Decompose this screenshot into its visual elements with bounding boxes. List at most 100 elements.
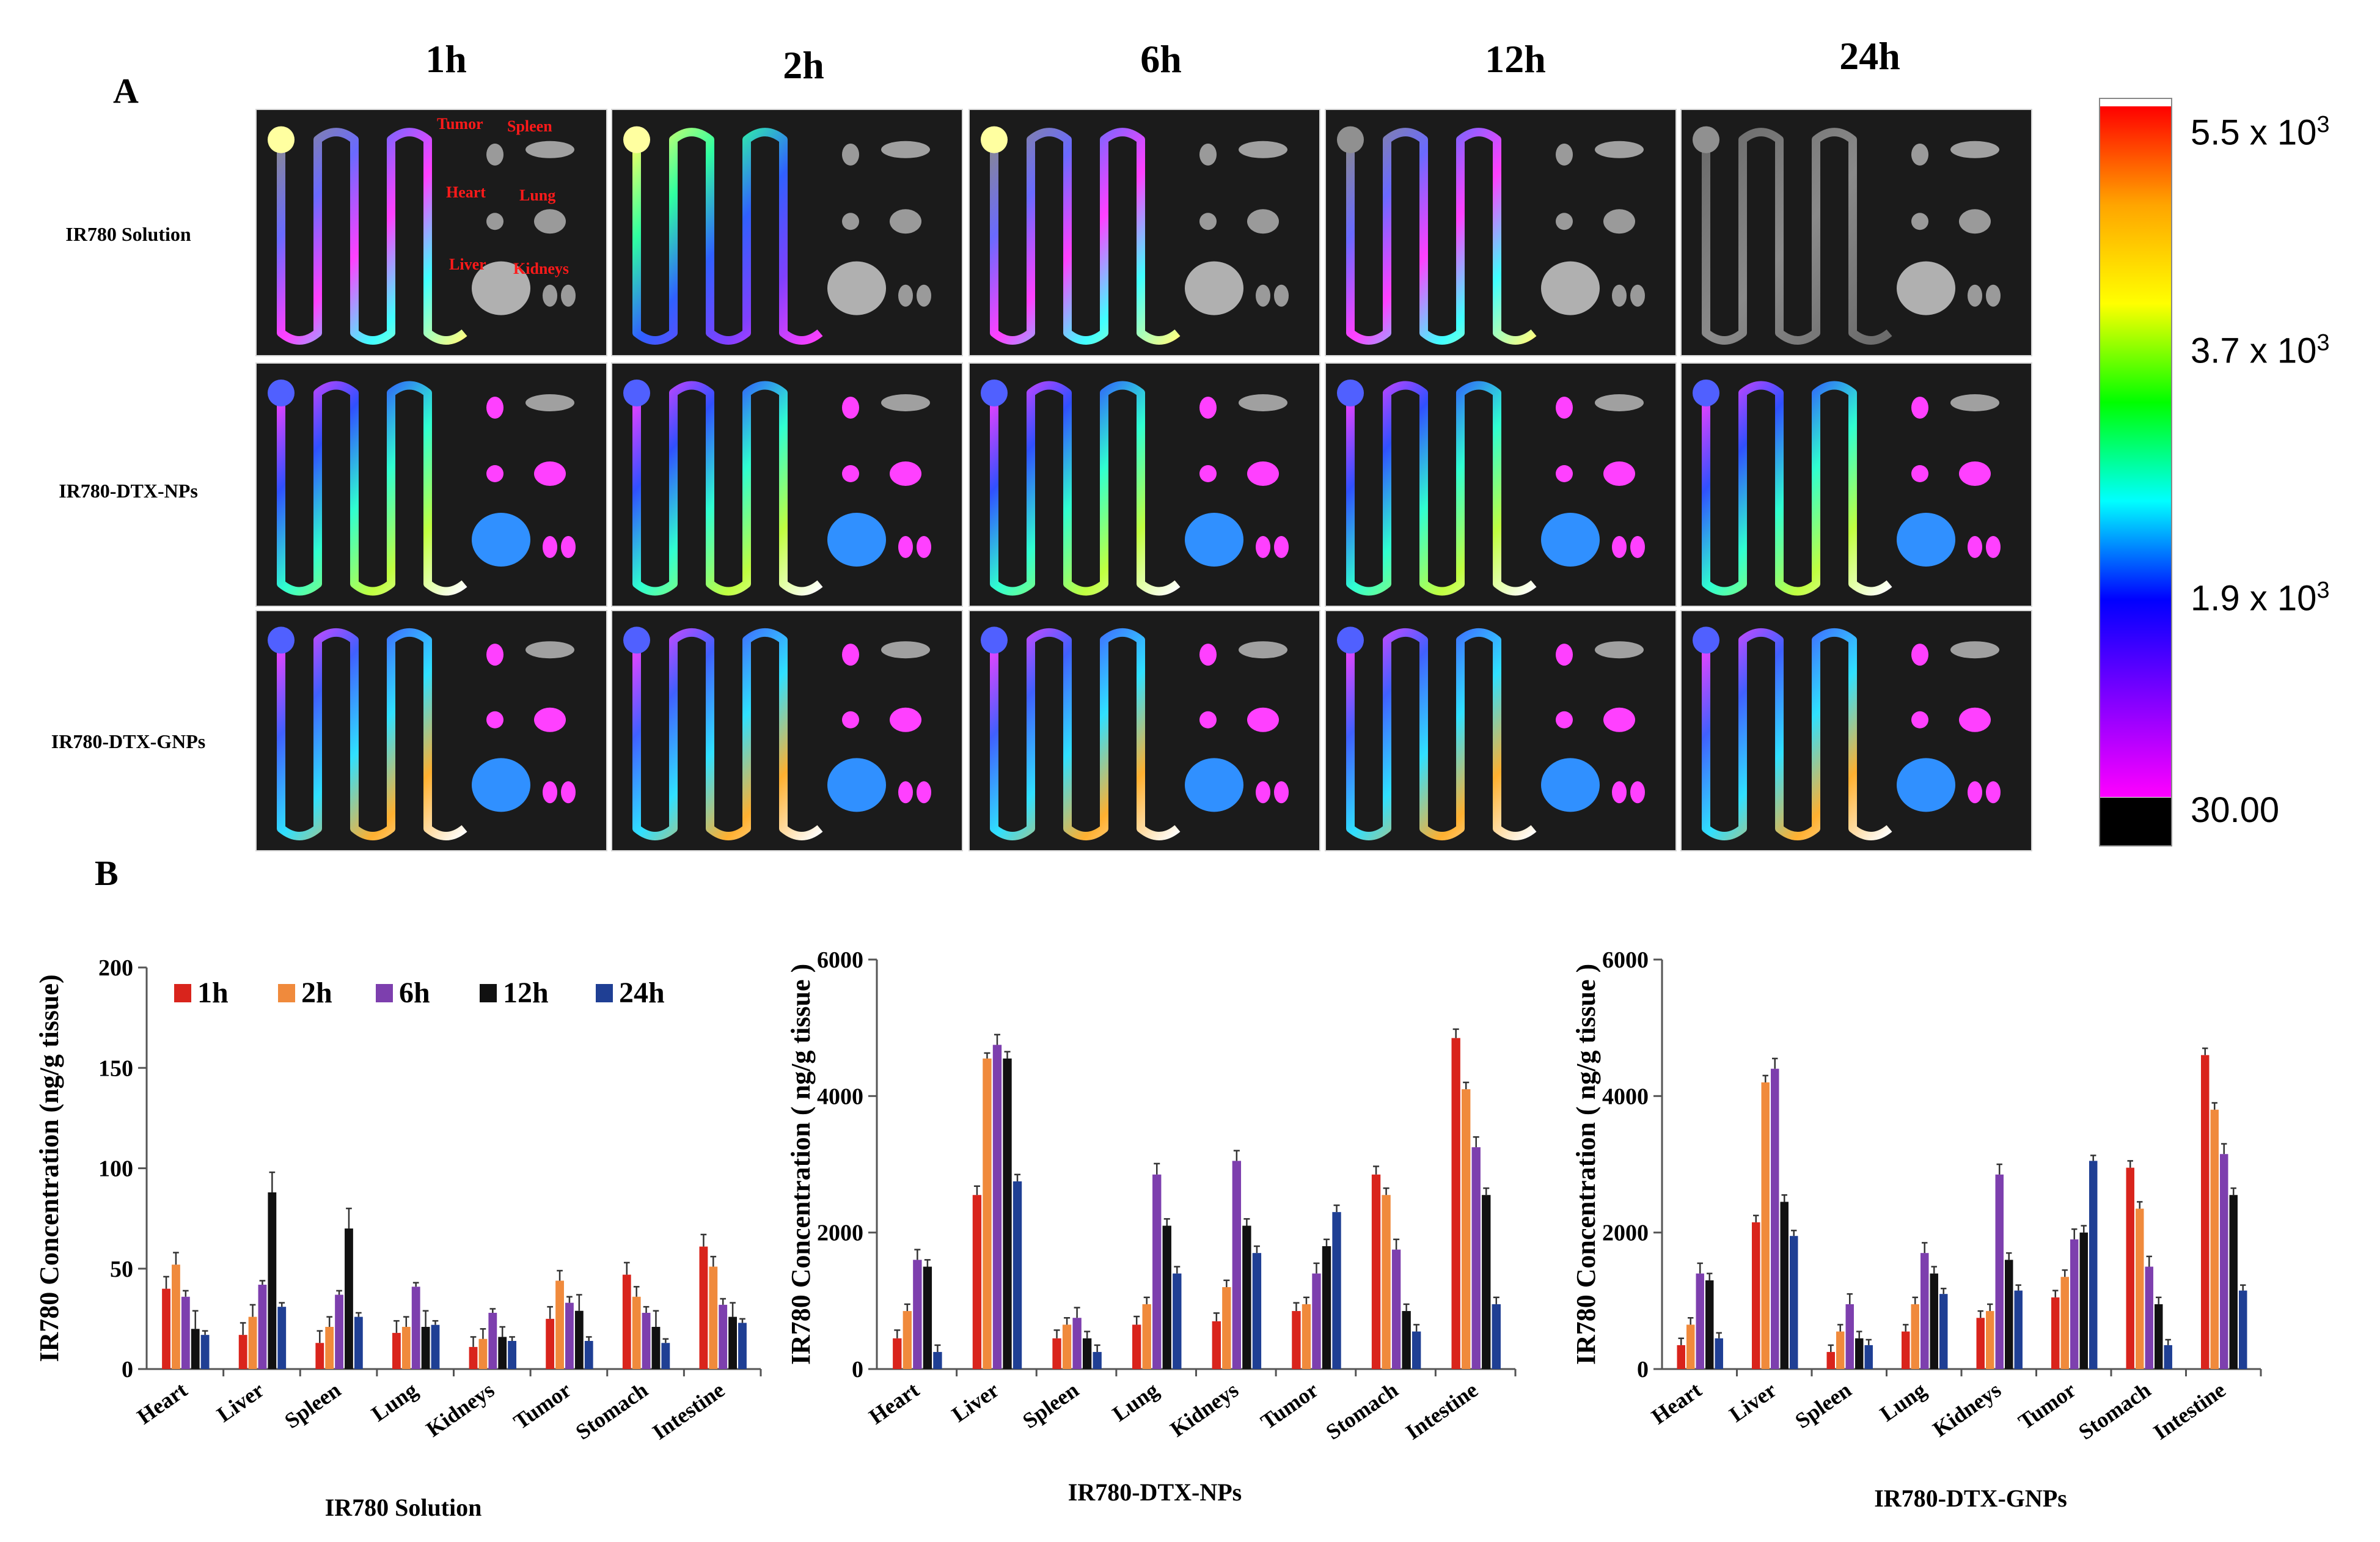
colorbar-label-low: 1.9 x 103 xyxy=(2191,578,2330,619)
chart-title: IR780-DTX-GNPs xyxy=(1874,1485,2067,1512)
organ-signal xyxy=(561,284,576,307)
organ-signal xyxy=(534,461,566,486)
bar-12h-liver xyxy=(268,1192,277,1369)
fluorescence-image-r3-c3 xyxy=(968,610,1320,851)
chart-title: IR780 Solution xyxy=(325,1494,482,1521)
organ-signal xyxy=(842,711,859,729)
bar-6h-liver xyxy=(258,1285,267,1369)
intestine-signal xyxy=(632,628,823,840)
organ-signal xyxy=(1911,397,1928,419)
organ-signal xyxy=(1199,711,1217,729)
bar-12h-heart xyxy=(1705,1280,1714,1369)
organ-signal xyxy=(1556,143,1573,166)
bar-2h-liver xyxy=(248,1316,257,1369)
x-tick-label-liver: Liver xyxy=(947,1378,1003,1427)
time-label-24h: 24h xyxy=(1839,34,1900,78)
organ-signal xyxy=(1239,641,1287,659)
organ-signal xyxy=(525,394,574,411)
bar-1h-liver xyxy=(972,1195,982,1369)
organ-signal xyxy=(486,644,503,666)
organ-signal xyxy=(486,213,503,230)
organ-signal xyxy=(1239,394,1287,411)
bar-24h-heart xyxy=(1715,1338,1723,1369)
legend-swatch-1h xyxy=(174,984,191,1002)
bar-6h-spleen xyxy=(1845,1304,1854,1369)
x-tick-label-stomach: Stomach xyxy=(571,1378,653,1445)
bar-2h-intestine xyxy=(2210,1109,2219,1369)
bar-24h-lung xyxy=(1939,1294,1948,1369)
colorbar-gradient xyxy=(2100,106,2171,797)
bar-24h-tumor xyxy=(1332,1212,1341,1369)
bar-1h-stomach xyxy=(1371,1174,1381,1369)
intestine-signal xyxy=(1702,628,1892,840)
bar-6h-tumor xyxy=(1312,1273,1321,1369)
bar-6h-kidneys xyxy=(488,1313,497,1369)
organ-signal xyxy=(1556,397,1573,419)
organ-label-heart: Heart xyxy=(446,183,486,201)
organ-signal xyxy=(525,141,574,158)
organ-signal xyxy=(1556,213,1573,230)
x-tick-label-spleen: Spleen xyxy=(280,1378,345,1433)
organ-signal xyxy=(917,781,931,804)
panel-a-label: A xyxy=(113,71,139,111)
organ-signal xyxy=(1185,261,1243,315)
legend-swatch-2h xyxy=(278,984,295,1002)
x-tick-label-kidneys: Kidneys xyxy=(1166,1378,1243,1442)
bar-6h-tumor xyxy=(565,1302,574,1369)
organ-signal xyxy=(543,536,557,558)
organ-signal xyxy=(917,284,931,307)
colorbar-frame xyxy=(2099,98,2172,846)
x-tick-label-stomach: Stomach xyxy=(2074,1378,2155,1445)
organ-signal xyxy=(842,143,859,166)
bar-2h-stomach xyxy=(632,1296,641,1369)
bar-24h-spleen xyxy=(354,1316,363,1369)
bar-6h-lung xyxy=(411,1287,420,1369)
bar-1h-kidneys xyxy=(1976,1318,1985,1369)
organ-signal xyxy=(1256,536,1270,558)
organ-signal xyxy=(543,284,557,307)
time-label-12h: 12h xyxy=(1485,37,1546,81)
bar-24h-stomach xyxy=(661,1343,670,1369)
bar-6h-kidneys xyxy=(1232,1161,1242,1369)
fluorescence-image-r1-c2 xyxy=(611,109,963,356)
bar-1h-spleen xyxy=(315,1343,324,1369)
colorbar-label-mid: 3.7 x 103 xyxy=(2191,330,2330,371)
bar-1h-heart xyxy=(1677,1345,1685,1369)
bar-24h-tumor xyxy=(584,1341,593,1369)
x-tick-label-intestine: Intestine xyxy=(2149,1378,2230,1445)
bar-12h-spleen xyxy=(345,1228,353,1369)
bar-12h-tumor xyxy=(1322,1246,1331,1369)
organ-signal xyxy=(898,284,913,307)
bar-2h-heart xyxy=(903,1311,912,1369)
stomach-signal xyxy=(623,126,650,153)
organ-signal xyxy=(1603,209,1635,234)
y-tick-label: 2000 xyxy=(1602,1221,1649,1246)
fluorescence-image-r2-c4 xyxy=(1325,362,1677,607)
organ-signal xyxy=(1612,781,1627,804)
stomach-signal xyxy=(268,126,295,153)
intestine-signal xyxy=(990,128,1181,345)
x-tick-label-lung: Lung xyxy=(1875,1378,1930,1426)
legend-swatch-12h xyxy=(480,984,497,1002)
organ-signal xyxy=(827,758,886,812)
bar-12h-stomach xyxy=(2154,1304,2163,1369)
bar-12h-lung xyxy=(421,1327,430,1369)
bar-1h-heart xyxy=(893,1338,902,1369)
organ-signal xyxy=(1541,758,1600,812)
bar-24h-spleen xyxy=(1864,1345,1873,1369)
organ-signal xyxy=(1556,465,1573,482)
organ-signal xyxy=(1911,213,1928,230)
fluorescence-image-r3-c1 xyxy=(255,610,607,851)
row-label-gnps: IR780-DTX-GNPs xyxy=(51,730,206,752)
bar-12h-heart xyxy=(923,1266,932,1369)
bar-12h-tumor xyxy=(574,1310,584,1369)
bar-6h-intestine xyxy=(2219,1154,2228,1369)
bar-2h-tumor xyxy=(555,1280,564,1369)
organ-signal xyxy=(486,711,503,729)
bar-6h-stomach xyxy=(2145,1266,2153,1369)
intestine-signal xyxy=(277,381,467,596)
organ-signal xyxy=(842,397,859,419)
legend-label-6h: 6h xyxy=(399,977,430,1009)
bar-6h-spleen xyxy=(335,1294,343,1369)
bar-24h-liver xyxy=(277,1307,287,1369)
